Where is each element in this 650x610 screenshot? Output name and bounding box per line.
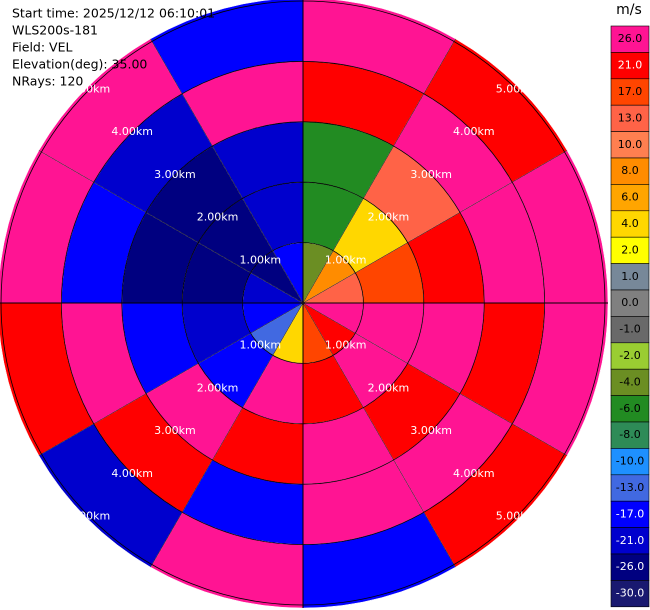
range-label: 1.00km — [240, 339, 282, 352]
colorbar-label: 10.0 — [618, 138, 643, 151]
spoke — [302, 38, 456, 304]
colorbar-label: -10.0 — [616, 455, 644, 468]
colorbar-label: 0.0 — [621, 296, 639, 309]
colorbar-label: 6.0 — [621, 191, 639, 204]
colorbar-segment — [610, 210, 650, 238]
spoke — [302, 302, 456, 568]
colorbar-label: -1.0 — [619, 323, 640, 336]
range-label: 3.00km — [154, 168, 196, 181]
colorbar-segment — [610, 157, 650, 185]
range-label: 1.00km — [240, 253, 282, 266]
range-label: 2.00km — [197, 381, 239, 394]
colorbar-segment — [610, 527, 650, 555]
range-label: 5.00km — [69, 82, 111, 95]
colorbar-label: -26.0 — [616, 560, 644, 573]
colorbar-segment — [610, 263, 650, 291]
colorbar-segment — [610, 553, 650, 581]
info-line: Elevation(deg): 35.00 — [12, 57, 147, 72]
colorbar-segment — [610, 236, 650, 264]
spoke — [150, 38, 304, 304]
colorbar-label: -17.0 — [616, 507, 644, 520]
range-label: 4.00km — [111, 467, 153, 480]
info-line: WLS200s-181 — [12, 23, 98, 38]
colorbar-label: -4.0 — [619, 375, 640, 388]
range-label: 5.00km — [69, 510, 111, 523]
colorbar-segment — [610, 25, 650, 53]
range-label: 3.00km — [410, 424, 452, 437]
colorbar-label: 26.0 — [618, 32, 643, 45]
info-line: Start time: 2025/12/12 06:10:01 — [12, 6, 215, 21]
unit-label: m/s — [616, 2, 642, 18]
colorbar-label: -8.0 — [619, 428, 640, 441]
spoke — [150, 302, 304, 568]
range-ring — [61, 61, 545, 545]
range-ring — [121, 121, 485, 485]
colorbar-label: -13.0 — [616, 481, 644, 494]
range-ring — [181, 181, 425, 425]
range-ring — [0, 0, 606, 606]
colorbar-segment — [610, 131, 650, 159]
spoke — [302, 302, 568, 456]
colorbar-label: 4.0 — [621, 217, 639, 230]
colorbar-segment — [610, 184, 650, 212]
range-label: 4.00km — [453, 125, 495, 138]
colorbar-label: -30.0 — [616, 587, 644, 600]
colorbar-label: 8.0 — [621, 164, 639, 177]
colorbar-label: 2.0 — [621, 243, 639, 256]
colorbar-segment — [610, 421, 650, 449]
labels: 1.00km 1.00km 1.00km 1.00km 2.00km 2.00km 2.00… — [12, 6, 537, 523]
range-label: 1.00km — [325, 339, 367, 352]
range-label: 2.00km — [368, 211, 410, 224]
colorbar-segment — [610, 368, 650, 396]
range-label: 4.00km — [111, 125, 153, 138]
field — [0, 0, 609, 609]
colorbar-label: 13.0 — [618, 111, 643, 124]
spoke — [38, 150, 304, 304]
range-label: 3.00km — [154, 424, 196, 437]
colorbar-label: 17.0 — [618, 85, 643, 98]
colorbar-label: 1.0 — [621, 270, 639, 283]
spoke — [38, 302, 304, 456]
info-line: Field: VEL — [12, 40, 72, 55]
colorbar-segment — [610, 52, 650, 80]
colorbar-segment — [610, 104, 650, 132]
range-label: 2.00km — [368, 381, 410, 394]
grid — [0, 0, 608, 608]
info-line: NRays: 120 — [12, 74, 83, 89]
range-label: 1.00km — [325, 253, 367, 266]
spoke — [302, 150, 568, 304]
colorbar-segment — [610, 500, 650, 528]
colorbar-segment — [610, 289, 650, 317]
range-label: 2.00km — [197, 211, 239, 224]
range-label: 5.00km — [496, 510, 538, 523]
colorbar-segment — [610, 78, 650, 106]
colorbar-label: -2.0 — [619, 349, 640, 362]
range-ring — [242, 242, 364, 364]
colorbar-segment — [610, 580, 650, 608]
colorbar-label: -6.0 — [619, 402, 640, 415]
colorbar-label: 21.0 — [618, 59, 643, 72]
range-label: 5.00km — [496, 82, 538, 95]
range-label: 3.00km — [410, 168, 452, 181]
range-label: 4.00km — [453, 467, 495, 480]
colorbar: 26.0 21.0 17.0 13.0 10.0 8.0 6.0 4.0 2.0 1.0 0.0 -1… — [610, 25, 650, 608]
colorbar-label: -21.0 — [616, 534, 644, 547]
